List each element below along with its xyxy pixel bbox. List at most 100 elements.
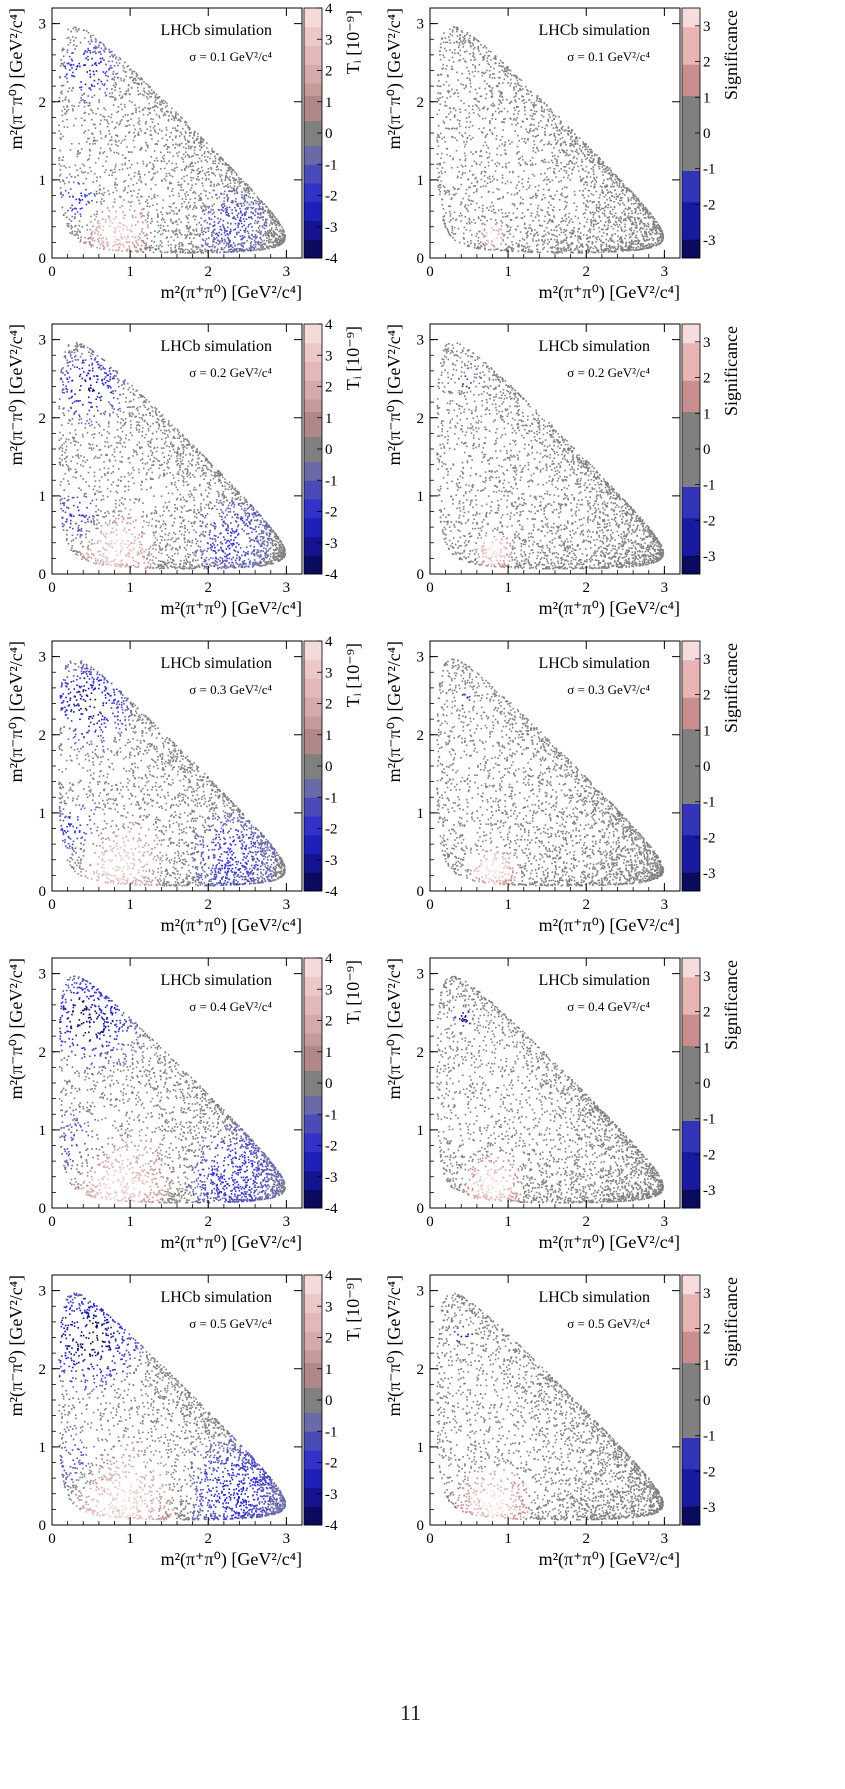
- data-point: [465, 155, 467, 157]
- data-point: [96, 180, 98, 182]
- data-point: [548, 114, 550, 116]
- data-point: [252, 213, 254, 215]
- data-point: [266, 240, 268, 242]
- data-point: [117, 65, 119, 67]
- data-point: [274, 216, 276, 218]
- data-point: [126, 250, 128, 252]
- data-point: [212, 190, 214, 192]
- data-point: [468, 70, 470, 72]
- data-point: [510, 226, 512, 228]
- colorbar-cell: [304, 152, 322, 159]
- data-point: [275, 244, 277, 246]
- data-point: [455, 110, 457, 112]
- data-point: [84, 194, 86, 196]
- data-point: [170, 244, 172, 246]
- data-point: [104, 247, 106, 249]
- data-point: [260, 242, 262, 244]
- data-point: [608, 248, 610, 250]
- data-point: [164, 113, 166, 115]
- data-point: [151, 198, 153, 200]
- data-point: [143, 81, 145, 83]
- data-point: [161, 100, 163, 102]
- data-point: [486, 47, 488, 49]
- data-point: [267, 232, 269, 234]
- data-point: [115, 166, 117, 168]
- data-point: [197, 154, 199, 156]
- data-point: [229, 207, 231, 209]
- data-point: [481, 155, 483, 157]
- colorbar-cell: [304, 158, 322, 165]
- data-point: [73, 105, 75, 107]
- colorbar-cell: [304, 183, 322, 190]
- data-point: [129, 209, 131, 211]
- data-point: [154, 160, 156, 162]
- data-point: [113, 71, 115, 73]
- data-point: [221, 180, 223, 182]
- data-point: [593, 177, 595, 179]
- data-point: [563, 170, 565, 172]
- data-point: [267, 246, 269, 248]
- data-point: [65, 113, 67, 115]
- data-point: [517, 82, 519, 84]
- data-point: [587, 184, 589, 186]
- data-point: [279, 231, 281, 233]
- data-point: [528, 249, 530, 251]
- data-point: [131, 151, 133, 153]
- data-point: [214, 246, 216, 248]
- data-point: [185, 151, 187, 153]
- data-point: [269, 214, 271, 216]
- data-point: [261, 239, 263, 241]
- data-point: [568, 175, 570, 177]
- data-point: [61, 63, 63, 65]
- data-point: [124, 104, 126, 106]
- data-point: [164, 155, 166, 157]
- data-point: [192, 246, 194, 248]
- data-point: [271, 227, 273, 229]
- data-point: [124, 236, 126, 238]
- data-point: [565, 144, 567, 146]
- data-point: [89, 241, 91, 243]
- data-point: [177, 224, 179, 226]
- data-point: [98, 240, 100, 242]
- data-point: [245, 230, 247, 232]
- data-point: [131, 76, 133, 78]
- data-point: [115, 134, 117, 136]
- data-point: [218, 169, 220, 171]
- data-point: [152, 163, 154, 165]
- data-point: [115, 164, 117, 166]
- data-point: [169, 136, 171, 138]
- data-point: [131, 201, 133, 203]
- data-point: [129, 124, 131, 126]
- data-point: [540, 141, 542, 143]
- data-point: [148, 103, 150, 105]
- data-point: [118, 124, 120, 126]
- data-point: [192, 137, 194, 139]
- colorbar-tick-label: 2: [325, 64, 333, 80]
- data-point: [596, 181, 598, 183]
- data-point: [167, 251, 169, 253]
- data-point: [154, 150, 156, 152]
- data-point: [500, 139, 502, 141]
- data-point: [64, 109, 66, 111]
- data-point: [168, 245, 170, 247]
- data-point: [60, 133, 62, 135]
- data-point: [470, 203, 472, 205]
- data-point: [124, 163, 126, 165]
- data-point: [533, 150, 535, 152]
- data-point: [79, 241, 81, 243]
- data-point: [231, 251, 233, 253]
- data-point: [90, 76, 92, 78]
- data-point: [219, 252, 221, 254]
- data-point: [222, 183, 224, 185]
- data-point: [206, 172, 208, 174]
- data-point: [585, 206, 587, 208]
- data-point: [197, 136, 199, 138]
- data-point: [239, 203, 241, 205]
- data-point: [217, 218, 219, 220]
- data-point: [216, 194, 218, 196]
- data-point: [615, 193, 617, 195]
- data-point: [486, 83, 488, 85]
- colorbar-cell: [304, 89, 322, 96]
- data-point: [91, 119, 93, 121]
- data-point: [646, 209, 648, 211]
